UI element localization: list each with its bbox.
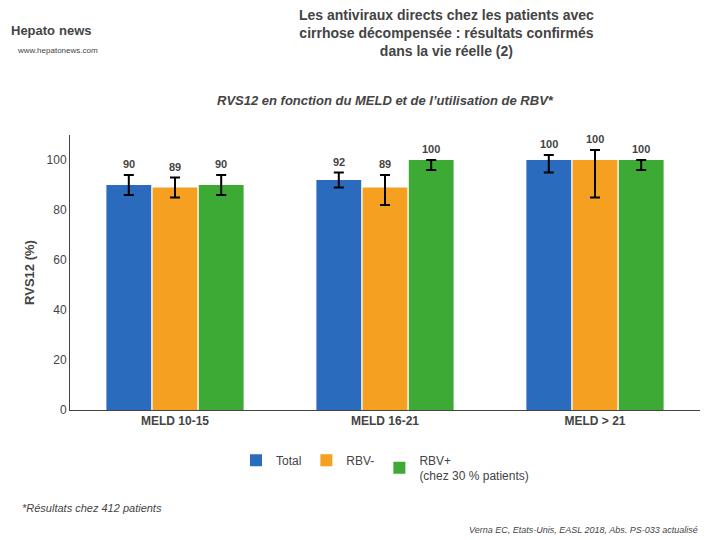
svg-text:80: 80 <box>53 203 67 217</box>
svg-text:100: 100 <box>632 143 650 155</box>
svg-text:news: news <box>59 23 92 38</box>
svg-text:MELD > 21: MELD > 21 <box>564 414 625 428</box>
svg-text:Hepato: Hepato <box>11 23 55 38</box>
svg-text:60: 60 <box>53 253 67 267</box>
svg-text:RVS12 en fonction du MELD et d: RVS12 en fonction du MELD et de l’utilis… <box>217 93 554 108</box>
svg-text:90: 90 <box>215 158 227 170</box>
svg-text:92: 92 <box>333 156 345 168</box>
svg-text:RBV+(chez 30 % patients): RBV+(chez 30 % patients) <box>419 454 528 484</box>
svg-text:Total: Total <box>276 454 301 468</box>
svg-text:*Résultats chez 412 patients: *Résultats chez 412 patients <box>22 502 162 514</box>
svg-text:Verna EC, Etats-Unis, EASL 201: Verna EC, Etats-Unis, EASL 2018, Abs. PS… <box>469 525 698 535</box>
svg-text:MELD 16-21: MELD 16-21 <box>351 414 419 428</box>
svg-text:100: 100 <box>540 138 558 150</box>
svg-text:MELD 10-15: MELD 10-15 <box>141 414 209 428</box>
svg-text:100: 100 <box>422 143 440 155</box>
svg-text:100: 100 <box>586 133 604 145</box>
svg-text:Les antiviraux directs chez le: Les antiviraux directs chez les patients… <box>299 7 594 59</box>
svg-text:100: 100 <box>47 153 67 167</box>
svg-text:RBV-: RBV- <box>346 454 374 468</box>
svg-text:89: 89 <box>379 158 391 170</box>
svg-text:20: 20 <box>53 353 67 367</box>
svg-text:www.hepatonews.com: www.hepatonews.com <box>17 46 98 55</box>
svg-text:RVS12 (%): RVS12 (%) <box>22 240 37 305</box>
svg-text:89: 89 <box>169 161 181 173</box>
svg-text:0: 0 <box>60 403 67 417</box>
svg-text:40: 40 <box>53 303 67 317</box>
svg-text:90: 90 <box>123 158 135 170</box>
